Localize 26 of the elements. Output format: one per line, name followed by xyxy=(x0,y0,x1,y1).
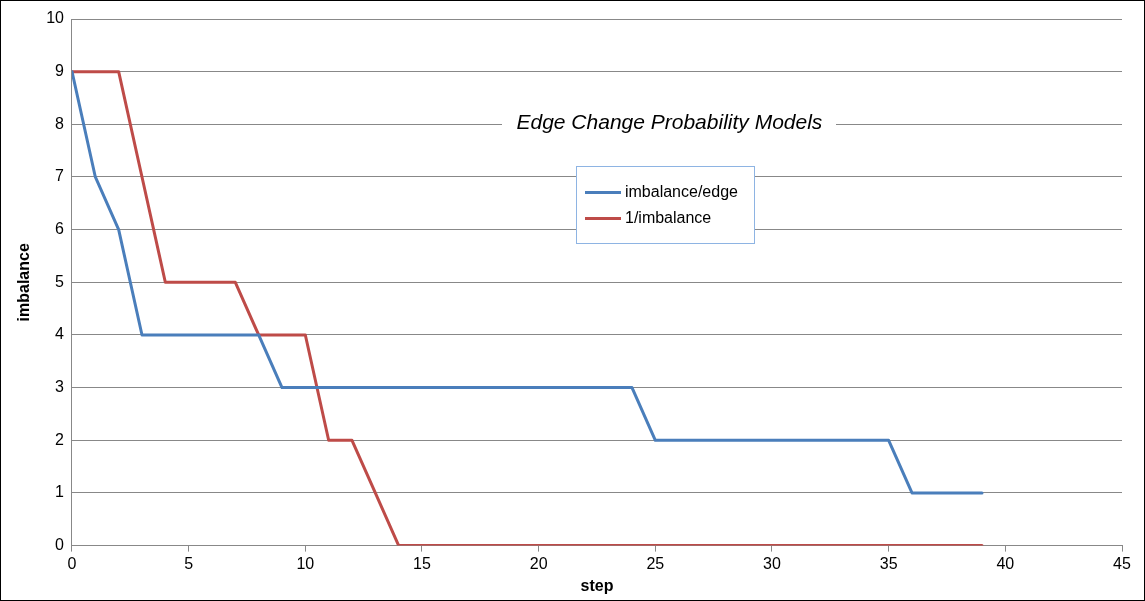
x-tick-label: 25 xyxy=(646,554,665,572)
y-tick-label: 4 xyxy=(55,325,65,343)
legend-label: 1/imbalance xyxy=(624,209,713,228)
y-tick-label: 9 xyxy=(55,62,65,80)
y-tick-label: 1 xyxy=(55,483,65,501)
y-tick-label: 7 xyxy=(55,167,65,185)
x-tick-label: 45 xyxy=(1113,554,1131,572)
x-tick-label: 35 xyxy=(879,554,898,572)
x-tick-label: 0 xyxy=(67,554,77,572)
y-tick-label: 8 xyxy=(55,114,65,132)
x-tick-label: 15 xyxy=(413,554,431,572)
x-axis-title: step xyxy=(580,576,614,594)
y-tick-label: 6 xyxy=(55,220,65,238)
x-tick-label: 10 xyxy=(296,554,315,572)
y-tick-label: 2 xyxy=(55,430,65,448)
legend-label: imbalance/edge xyxy=(624,183,738,202)
text: Edge Change Probability Models xyxy=(502,110,837,135)
y-tick-label: 10 xyxy=(46,9,65,27)
y-tick-label: 5 xyxy=(55,272,65,290)
y-tick-label: 0 xyxy=(55,536,65,554)
x-tick-label: 5 xyxy=(184,554,194,572)
x-tick-label: 40 xyxy=(996,554,1015,572)
x-tick-label: 20 xyxy=(529,554,548,572)
x-tick-label: 30 xyxy=(763,554,781,572)
y-axis-title: imbalance xyxy=(15,243,33,322)
y-tick-label: 3 xyxy=(55,378,65,396)
